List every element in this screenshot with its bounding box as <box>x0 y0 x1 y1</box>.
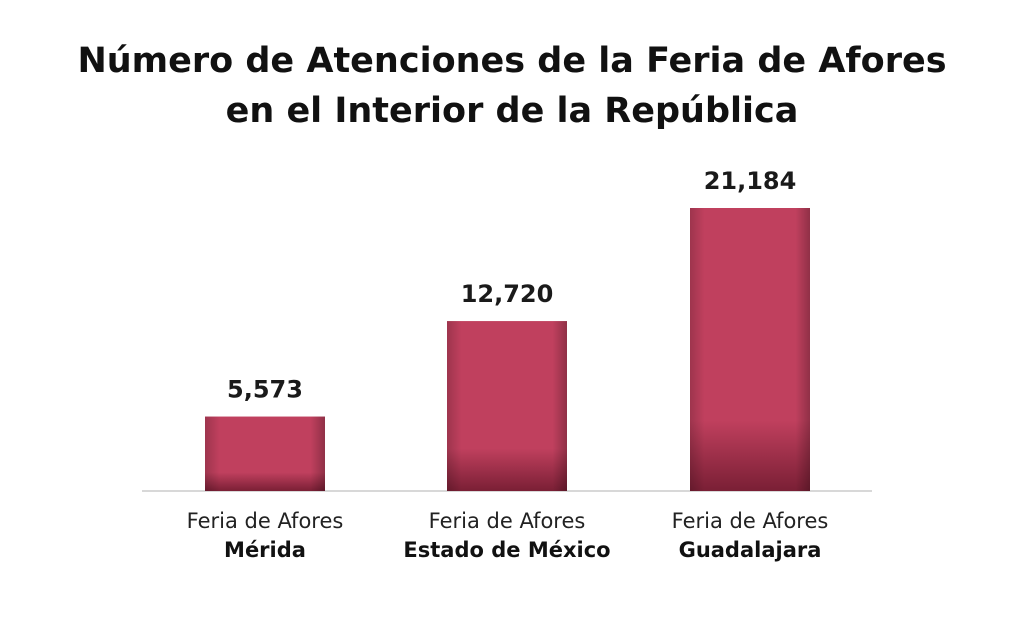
bar-value-label: 5,573 <box>227 376 303 404</box>
bar-shading <box>447 321 567 491</box>
category-label-line-1: Feria de Afores <box>672 509 829 533</box>
category-label-line-2: Estado de México <box>403 538 610 562</box>
chart-title-line-1: Número de Atenciones de la Feria de Afor… <box>77 41 947 81</box>
chart-title-line-2: en el Interior de la República <box>225 91 799 131</box>
chart-title: Número de Atenciones de la Feria de Afor… <box>0 36 1024 136</box>
bar-group-2: 21,184 Feria de Afores Guadalajara <box>672 167 829 562</box>
bar-shading <box>690 208 810 491</box>
bar-group-0: 5,573 Feria de Afores Mérida <box>187 376 344 562</box>
bar-value-label: 21,184 <box>704 167 797 195</box>
bar-value-label: 12,720 <box>461 280 554 308</box>
category-label-line-1: Feria de Afores <box>187 509 344 533</box>
category-label-line-2: Mérida <box>224 538 306 562</box>
bar-group-1: 12,720 Feria de Afores Estado de México <box>403 280 610 562</box>
category-label-line-2: Guadalajara <box>679 538 822 562</box>
category-label-line-1: Feria de Afores <box>429 509 586 533</box>
bar-shading <box>205 416 325 491</box>
